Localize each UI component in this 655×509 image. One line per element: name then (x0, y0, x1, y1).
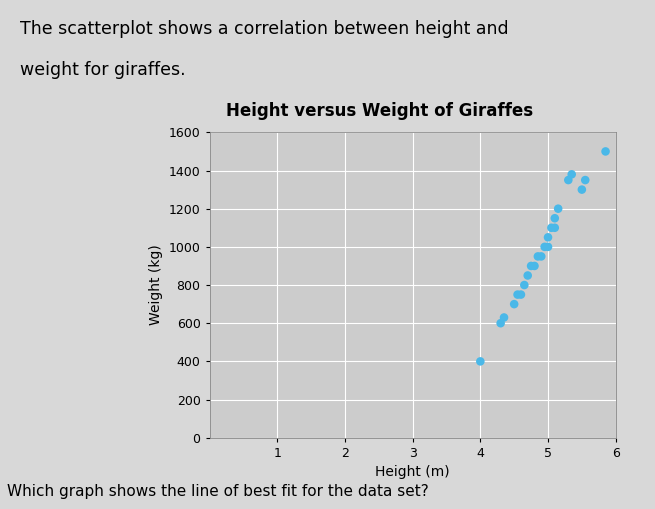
Point (550, 214, 560, 222)
Point (512, 291, 523, 299)
Text: Which graph shows the line of best fit for the data set?: Which graph shows the line of best fit f… (7, 484, 428, 499)
Point (523, 271, 533, 279)
Point (546, 224, 557, 232)
Text: weight for giraffes.: weight for giraffes. (20, 61, 185, 79)
X-axis label: Height (m): Height (m) (375, 465, 450, 479)
Point (498, 314, 509, 322)
Point (553, 205, 563, 213)
Point (543, 233, 553, 241)
Point (515, 291, 526, 299)
Point (529, 262, 540, 270)
Point (563, 176, 574, 184)
Point (509, 300, 519, 308)
Point (580, 176, 590, 184)
Point (526, 262, 536, 270)
Point (600, 148, 610, 156)
Point (543, 243, 553, 251)
Y-axis label: Weight (kg): Weight (kg) (149, 245, 163, 325)
Point (533, 252, 543, 261)
Point (567, 171, 577, 179)
Point (550, 224, 560, 232)
Point (519, 281, 529, 289)
Point (536, 252, 546, 261)
Text: The scatterplot shows a correlation between height and: The scatterplot shows a correlation betw… (20, 20, 508, 38)
Point (539, 243, 550, 251)
Point (576, 186, 587, 194)
Text: Height versus Weight of Giraffes: Height versus Weight of Giraffes (227, 102, 533, 120)
Point (475, 357, 485, 365)
Point (495, 319, 506, 327)
